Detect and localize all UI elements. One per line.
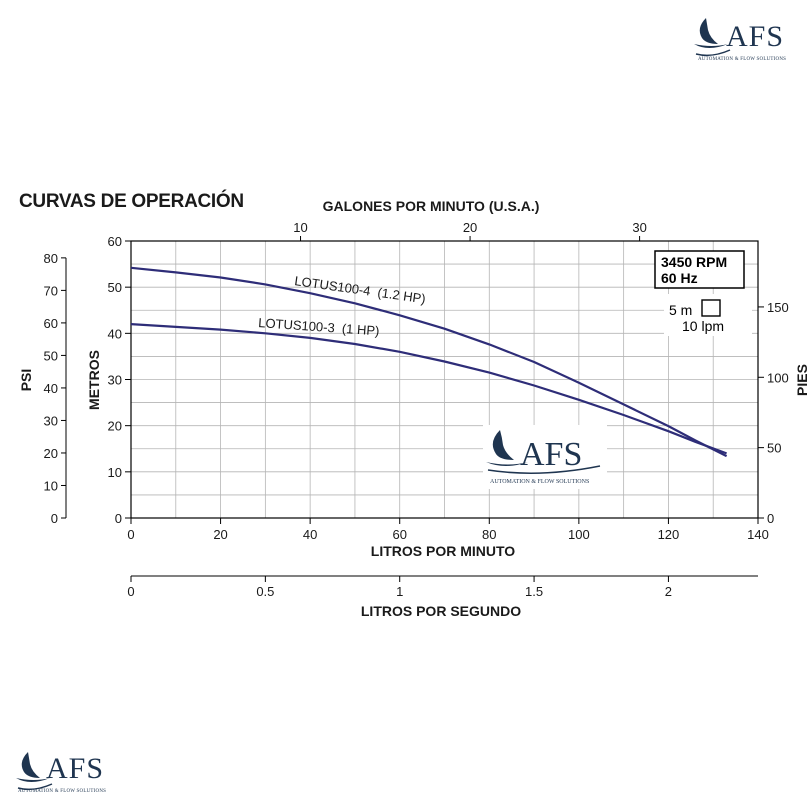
pies-tick-label: 0: [767, 511, 774, 526]
grid-scale-vertical: 5 m: [669, 302, 692, 318]
afs-tagline: AUTOMATION & FLOW SOLUTIONS: [698, 57, 787, 62]
info-box-hz: 60 Hz: [661, 270, 698, 286]
right-axis-title: PIES: [794, 364, 810, 396]
lps-tick-label: 1.5: [525, 584, 543, 599]
series-line-lotus100-3: [130, 323, 727, 455]
x-tick-label: 0: [127, 527, 134, 542]
xlabel-lpm: LITROS POR MINUTO: [371, 543, 516, 559]
x-tick-label: 20: [213, 527, 227, 542]
afs-swirl-icon: [694, 18, 731, 57]
grid: [131, 241, 758, 518]
psi-tick-label: 20: [44, 446, 58, 461]
afs-logo-text: AFS: [46, 752, 105, 785]
lps-tick-label: 2: [665, 584, 672, 599]
afs-watermark-text: AFS: [520, 436, 582, 473]
psi-tick-label: 40: [44, 381, 58, 396]
series-lines: [130, 266, 728, 458]
ylabel-metros: METROS: [86, 350, 102, 410]
psi-tick-label: 10: [44, 478, 58, 493]
lps-tick-label: 0.5: [256, 584, 274, 599]
info-box-rpm: 3450 RPM: [661, 254, 727, 270]
y-tick-label: 20: [108, 419, 122, 434]
y-tick-label: 50: [108, 280, 122, 295]
psi-tick-label: 80: [44, 251, 58, 266]
x-tick-label: 80: [482, 527, 496, 542]
info-box: 3450 RPM 60 Hz: [654, 250, 745, 289]
x-tick-label: 40: [303, 527, 317, 542]
top-tick-label: 20: [463, 220, 477, 235]
lps-tick-label: 0: [127, 584, 134, 599]
section-title: CURVAS DE OPERACIÓN: [19, 191, 244, 212]
psi-tick-label: 0: [51, 511, 58, 526]
grid-scale-horizontal: 10 lpm: [682, 318, 724, 334]
grid-scale-square: [701, 299, 721, 317]
grid-scale-legend: 5 m 10 lpm: [664, 294, 752, 336]
top-tick-label: 30: [632, 220, 646, 235]
x-tick-label: 140: [747, 527, 769, 542]
x-tick-label: 120: [658, 527, 680, 542]
y-tick-label: 40: [108, 326, 122, 341]
series-label-lotus100-4: LOTUS100-4 (1.2 HP): [294, 273, 427, 306]
top-tick-label: 10: [293, 220, 307, 235]
lps-tick-label: 1: [396, 584, 403, 599]
afs-watermark-tagline: AUTOMATION & FLOW SOLUTIONS: [490, 479, 589, 485]
x-tick-label: 100: [568, 527, 590, 542]
y-tick-label: 60: [108, 234, 122, 249]
psi-tick-label: 30: [44, 413, 58, 428]
y-tick-label: 30: [108, 373, 122, 388]
afs-logo-top: AFS AUTOMATION & FLOW SOLUTIONS: [690, 14, 790, 66]
top-axis-title: GALONES POR MINUTO (U.S.A.): [323, 198, 540, 214]
pies-tick-label: 100: [767, 370, 789, 385]
y-tick-label: 10: [108, 465, 122, 480]
psi-tick-label: 50: [44, 348, 58, 363]
y-tick-label: 0: [115, 511, 122, 526]
afs-logo-bottom: AFS AUTOMATION & FLOW SOLUTIONS: [14, 748, 114, 800]
psi-tick-label: 70: [44, 283, 58, 298]
left-axis-title: PSI: [18, 369, 34, 392]
pies-tick-label: 50: [767, 441, 781, 456]
psi-tick-label: 60: [44, 316, 58, 331]
bottom-axis-title: LITROS POR SEGUNDO: [361, 603, 521, 619]
x-tick-label: 60: [392, 527, 406, 542]
pies-tick-label: 150: [767, 300, 789, 315]
afs-swirl-icon: [492, 430, 514, 460]
afs-swirl-icon: [16, 752, 53, 791]
afs-watermark-logo: AFS AUTOMATION & FLOW SOLUTIONS: [483, 425, 607, 489]
series-line-lotus100-4: [130, 266, 728, 458]
afs-logo-text: AFS: [726, 20, 785, 53]
afs-tagline: AUTOMATION & FLOW SOLUTIONS: [18, 789, 107, 794]
